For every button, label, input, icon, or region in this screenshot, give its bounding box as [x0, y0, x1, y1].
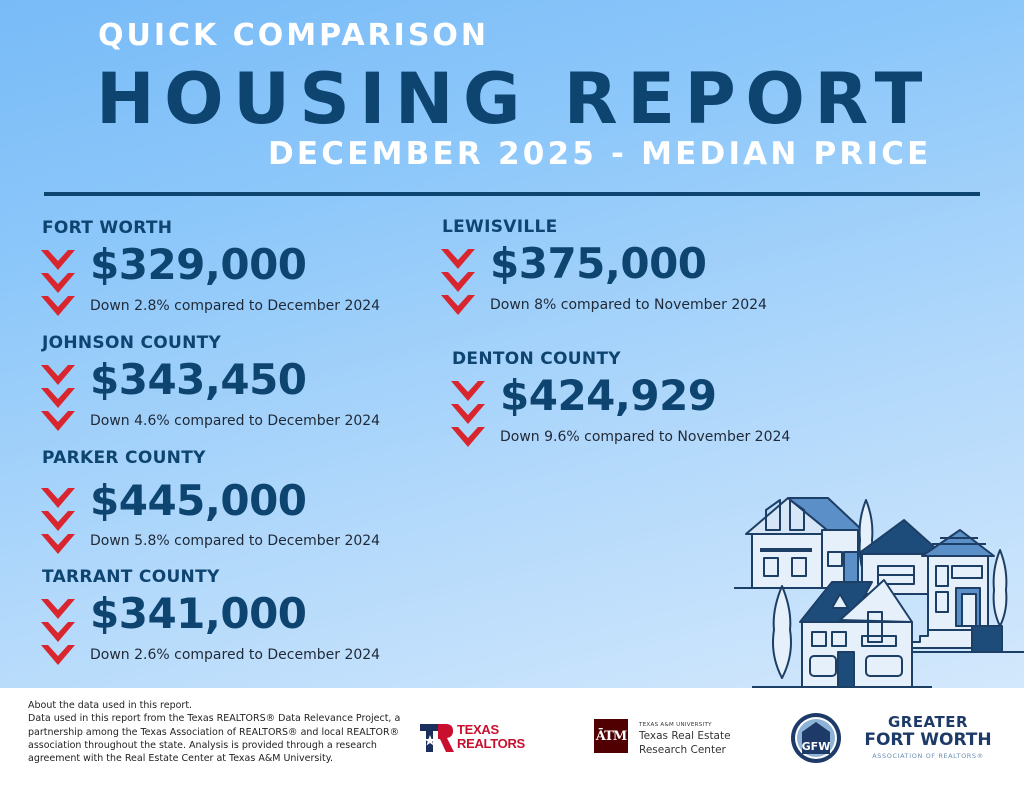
triple-chevron-down-icon [41, 365, 75, 431]
median-price: $329,000 [90, 240, 307, 289]
price-change: Down 5.8% compared to December 2024 [90, 533, 381, 549]
gfw-emblem-icon: GFW [791, 713, 841, 763]
about-body: Data used in this report from the Texas … [28, 713, 401, 765]
kicker-label: QUICK COMPARISON [98, 18, 490, 53]
houses-illustration-icon [734, 497, 1024, 688]
median-price: $341,000 [90, 589, 307, 638]
median-price: $375,000 [490, 239, 707, 288]
price-change: Down 2.6% compared to December 2024 [90, 647, 381, 663]
tamu-mark-icon: ĀTM [594, 719, 628, 753]
stat-card-fort-worth: FORT WORTH $329,000 Down 2.8% compared t… [41, 218, 422, 338]
page-subtitle: DECEMBER 2025 - MEDIAN PRICE [268, 136, 932, 172]
price-change: Down 9.6% compared to November 2024 [500, 429, 791, 445]
about-data-note: About the data used in this report. Data… [28, 699, 408, 765]
triple-chevron-down-icon [41, 250, 75, 316]
median-price: $424,929 [500, 371, 717, 420]
hero-banner: QUICK COMPARISON HOUSING REPORT DECEMBER… [0, 0, 1024, 688]
texas-realtors-mark-icon [420, 724, 454, 752]
stat-card-johnson-county: JOHNSON COUNTY $343,450 Down 4.6% compar… [41, 333, 422, 453]
svg-text:GFW: GFW [802, 740, 831, 753]
median-price: $445,000 [90, 476, 307, 525]
greater-fort-worth-realtors-logo: GFW GREATER FORT WORTH ASSOCIATION OF RE… [790, 710, 1010, 770]
triple-chevron-down-icon [41, 488, 75, 554]
region-name: DENTON COUNTY [452, 349, 621, 369]
price-change: Down 8% compared to November 2024 [490, 297, 767, 313]
price-change: Down 2.8% compared to December 2024 [90, 298, 381, 314]
stat-card-parker-county: PARKER COUNTY $445,000 Down 5.8% compare… [41, 448, 422, 568]
stat-card-lewisville: LEWISVILLE $375,000 Down 8% compared to … [441, 217, 822, 337]
texas-realtors-logo: TEXAS REALTORS [420, 722, 525, 754]
stat-card-tarrant-county: TARRANT COUNTY $341,000 Down 2.6% compar… [41, 567, 422, 687]
region-name: TARRANT COUNTY [42, 567, 220, 587]
page-title: HOUSING REPORT [96, 58, 932, 140]
region-name: PARKER COUNTY [42, 448, 206, 468]
about-heading: About the data used in this report. [28, 700, 193, 711]
header-divider [44, 192, 980, 196]
price-change: Down 4.6% compared to December 2024 [90, 413, 381, 429]
stat-card-denton-county: DENTON COUNTY $424,929 Down 9.6% compare… [451, 349, 832, 469]
triple-chevron-down-icon [41, 599, 75, 665]
triple-chevron-down-icon [451, 381, 485, 447]
region-name: FORT WORTH [42, 218, 173, 238]
region-name: LEWISVILLE [442, 217, 558, 237]
median-price: $343,450 [90, 355, 307, 404]
texas-realtors-wordmark: TEXAS REALTORS [457, 722, 525, 751]
region-name: JOHNSON COUNTY [42, 333, 222, 353]
triple-chevron-down-icon [441, 249, 475, 315]
tamu-real-estate-center-logo: ĀTM TEXAS A&M UNIVERSITY Texas Real Esta… [594, 719, 734, 757]
